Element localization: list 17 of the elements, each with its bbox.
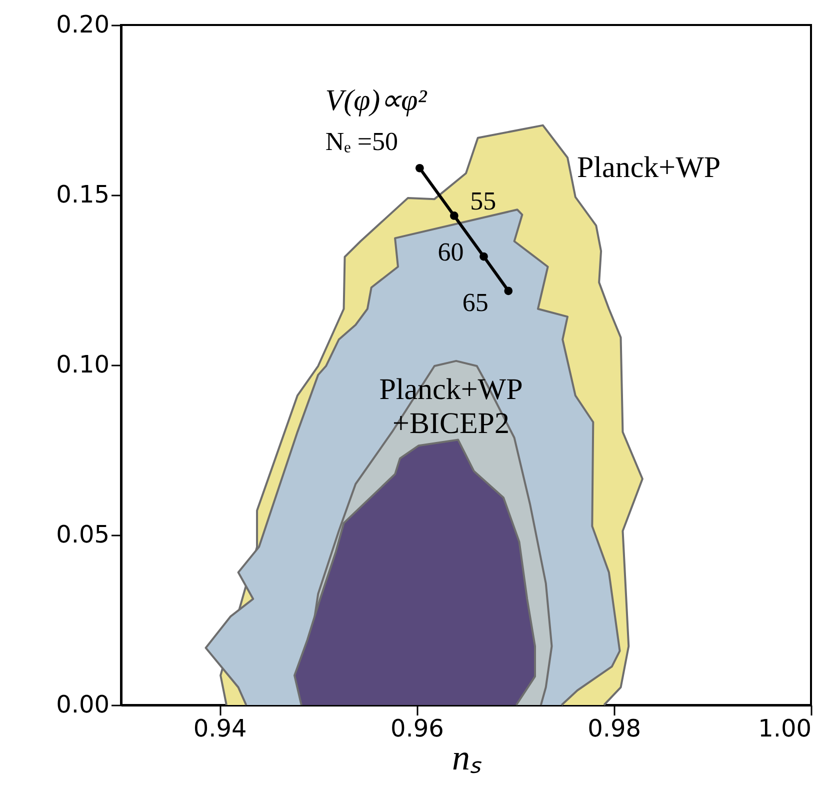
annotation: 65 [462,288,488,317]
y-tick-label: 0.05 [56,520,110,548]
series-label: Planck+WP [577,151,721,184]
annotation: V(φ)∝φ² [325,84,428,117]
y-tick-label: 0.10 [56,350,110,378]
x-tick-label: 1.00 [758,714,812,742]
x-axis-title: nₛ [452,738,482,778]
annotation: Nₑ =50 [325,127,398,156]
x-tick-label: 0.96 [390,714,444,742]
annotation: 55 [470,186,496,216]
x-tick-label: 0.94 [193,714,247,742]
x-tick-label: 0.98 [588,714,642,742]
y-tick-label: 0.20 [56,10,110,38]
y-tick-label: 0.00 [56,690,110,718]
series-label: Planck+WP +BICEP2 [379,373,523,440]
y-tick-label: 0.15 [56,180,110,208]
annotation: 60 [438,238,464,267]
